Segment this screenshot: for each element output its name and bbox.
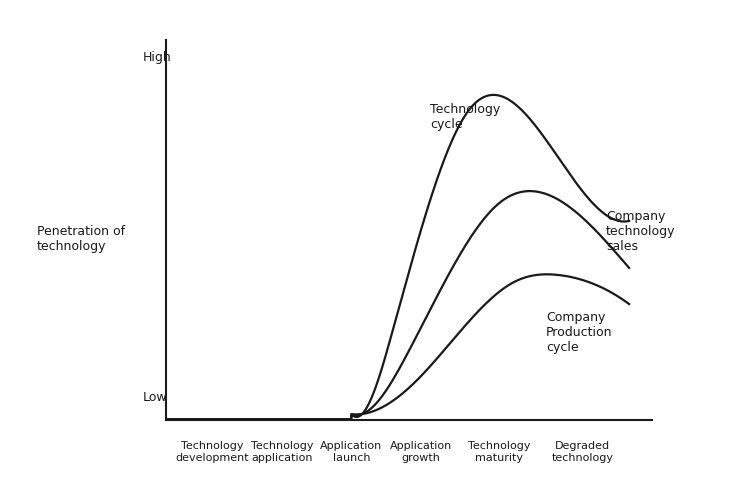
Text: Company
technology
sales: Company technology sales (606, 210, 676, 253)
Text: Technology
application: Technology application (251, 441, 313, 463)
Text: Technology
development: Technology development (176, 441, 249, 463)
Text: Technology
maturity: Technology maturity (468, 441, 531, 463)
Text: Company
Production
cycle: Company Production cycle (546, 311, 612, 354)
Text: Technology
cycle: Technology cycle (430, 103, 500, 130)
Text: Degraded
technology: Degraded technology (552, 441, 614, 463)
Text: High: High (143, 51, 172, 64)
Text: Application
growth: Application growth (389, 441, 452, 463)
Text: Penetration of
technology: Penetration of technology (37, 225, 124, 253)
Text: Application
launch: Application launch (321, 441, 383, 463)
Text: Low: Low (143, 391, 168, 404)
